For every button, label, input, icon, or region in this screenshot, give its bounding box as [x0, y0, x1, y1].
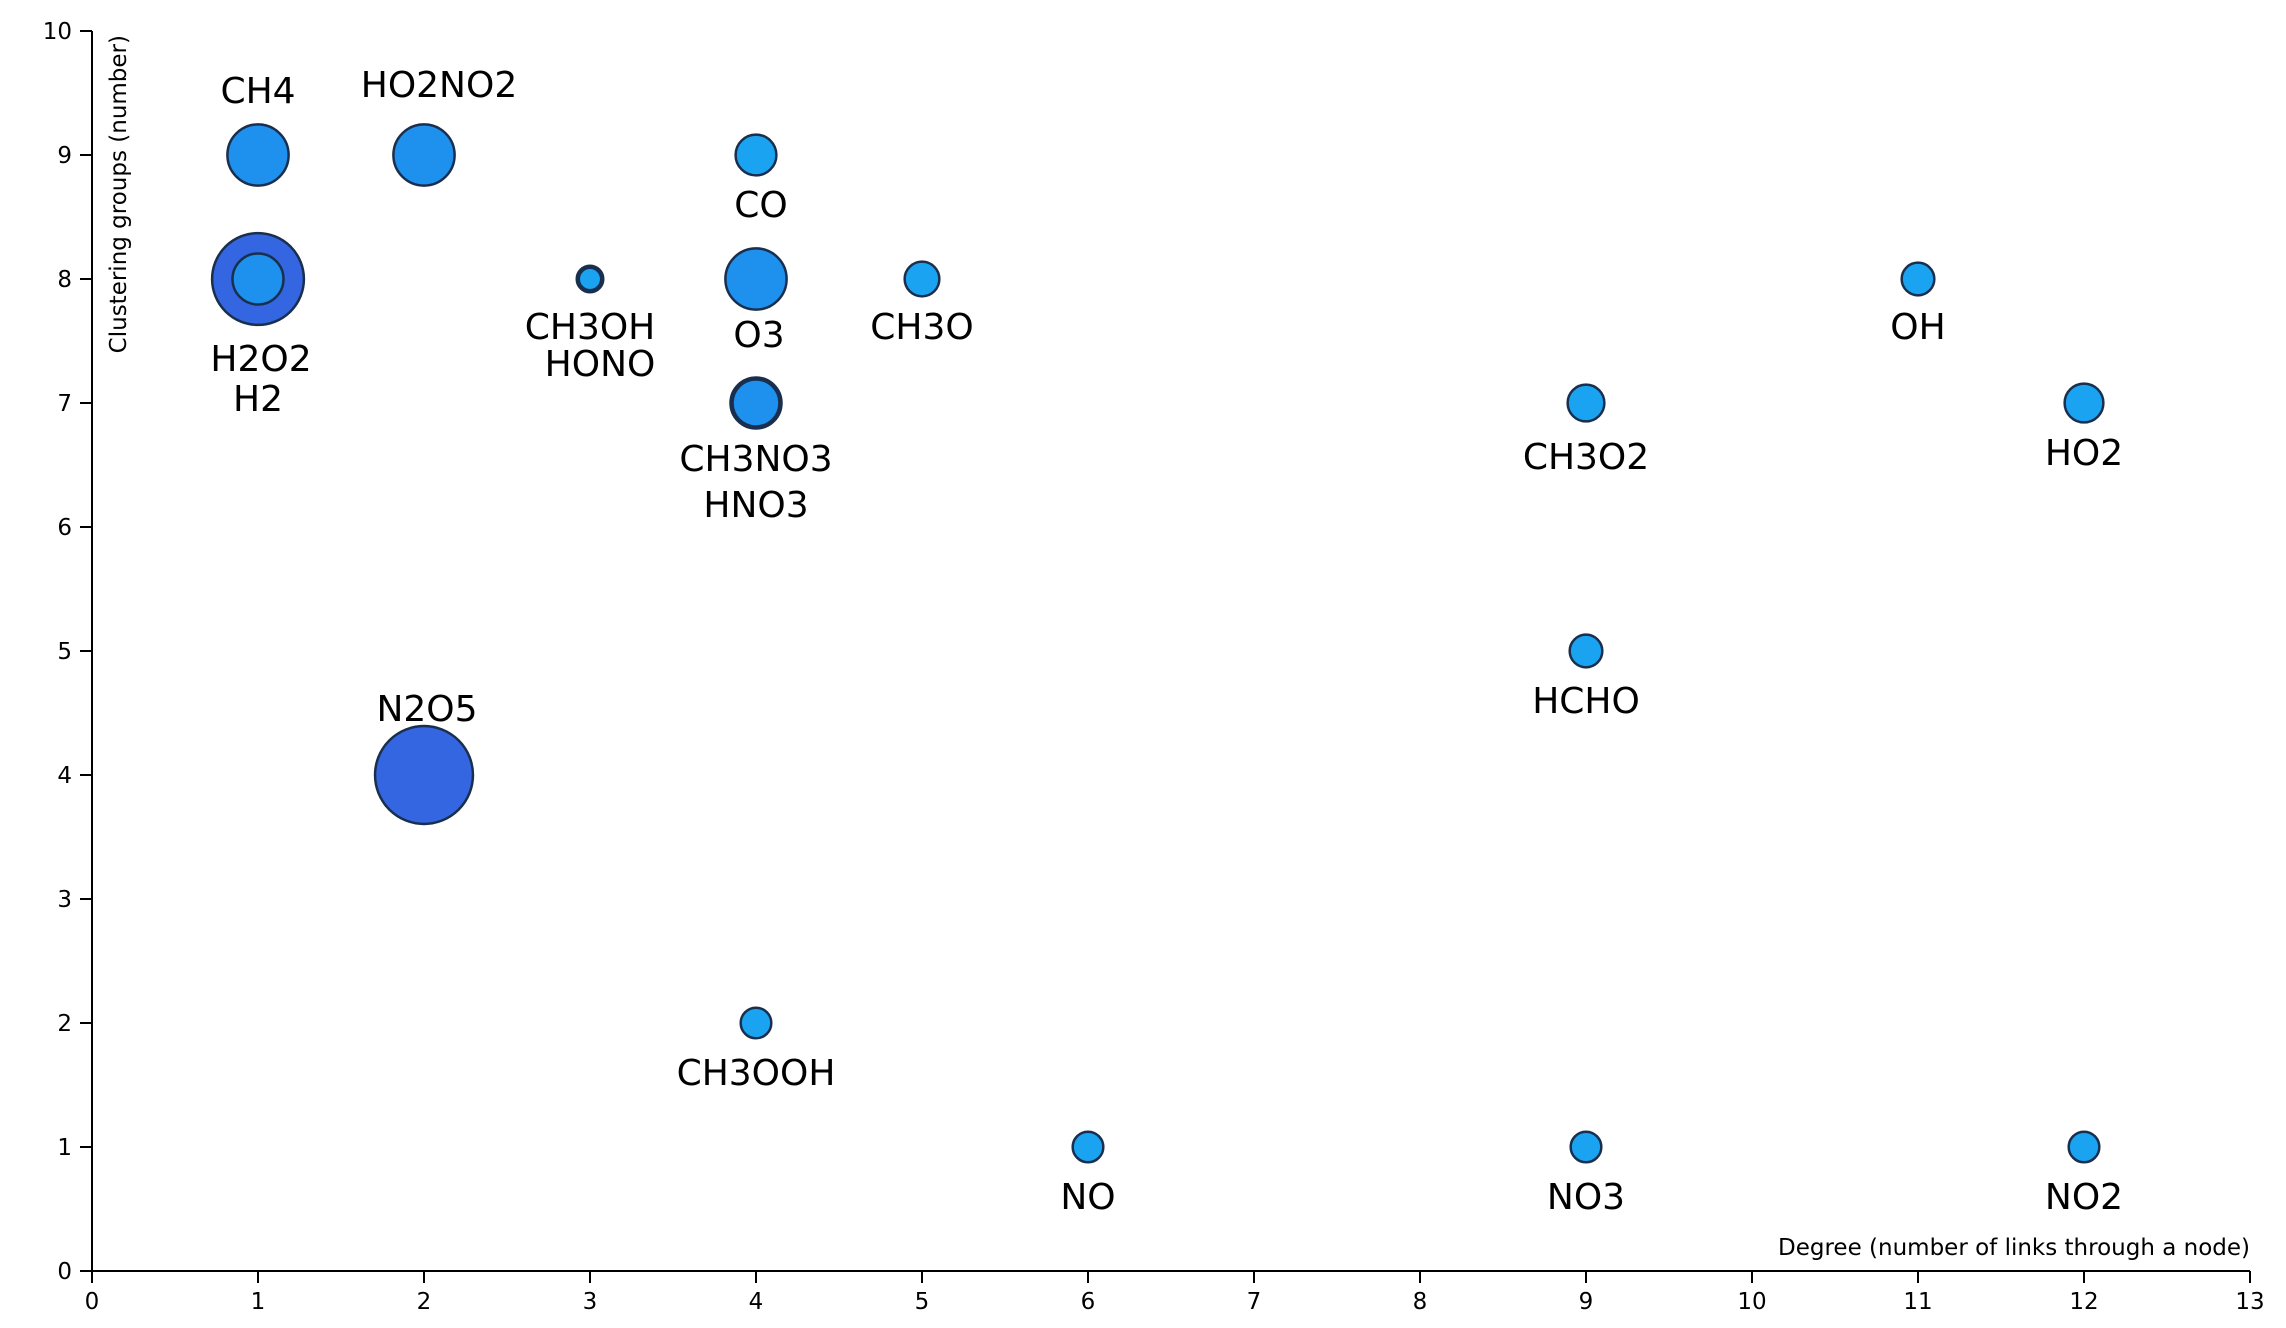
bubble-n2o5: [373, 724, 475, 826]
bubble-ch3o2: [1566, 383, 1606, 423]
point-label-no3: NO3: [1547, 1177, 1625, 1218]
x-tick-label: 3: [583, 1289, 598, 1315]
y-tick-label: 8: [57, 267, 72, 293]
y-tick-label: 3: [57, 887, 72, 913]
point-label-ho2: HO2: [2045, 433, 2123, 474]
bubble-oh: [1900, 261, 1936, 297]
bubble-hcho: [1568, 633, 1604, 669]
x-tick-label: 12: [2069, 1289, 2098, 1315]
point-label-ch3oh: CH3OH: [525, 307, 656, 348]
y-tick-label: 10: [43, 19, 72, 45]
y-tick-label: 4: [57, 763, 72, 789]
point-label-co: CO: [734, 185, 787, 226]
point-label-hcho: HCHO: [1532, 681, 1640, 722]
y-tick-label: 6: [57, 515, 72, 541]
x-tick-label: 2: [417, 1289, 432, 1315]
point-label-ch4: CH4: [220, 71, 295, 112]
y-tick-label: 7: [57, 391, 72, 417]
x-tick-label: 1: [251, 1289, 266, 1315]
point-label-o3: O3: [733, 315, 784, 356]
bubble-ho2: [2063, 382, 2105, 424]
bubble-hono: [577, 266, 603, 292]
bubble-ho2no2: [392, 123, 456, 187]
x-tick-label: 7: [1247, 1289, 1262, 1315]
bubbles: [210, 123, 2105, 1164]
bubble-ch4: [226, 123, 290, 187]
x-tick-label: 11: [1903, 1289, 1932, 1315]
bubble-hno3: [731, 378, 781, 428]
bubble-ch3ooh: [739, 1006, 773, 1040]
point-label-oh: OH: [1890, 307, 1945, 348]
point-label-n2o5: N2O5: [376, 689, 477, 730]
y-tick-label: 1: [57, 1135, 72, 1161]
point-label-ch3o: CH3O: [870, 307, 973, 348]
point-label-hno3: HNO3: [703, 485, 808, 526]
x-tick-label: 0: [85, 1289, 100, 1315]
bubble-no3: [1569, 1130, 1603, 1164]
bubble-ch3o: [903, 260, 941, 298]
x-axis-title: Degree (number of links through a node): [1778, 1235, 2250, 1261]
x-tick-label: 13: [2235, 1289, 2264, 1315]
y-tick-label: 9: [57, 143, 72, 169]
x-tick-label: 5: [915, 1289, 930, 1315]
point-label-ch3no3: CH3NO3: [679, 439, 832, 480]
x-tick-label: 8: [1413, 1289, 1428, 1315]
bubble-no: [1071, 1130, 1105, 1164]
point-label-hono: HONO: [545, 344, 656, 385]
x-tick-label: 4: [749, 1289, 764, 1315]
y-tick-label: 2: [57, 1011, 72, 1037]
point-label-ch3o2: CH3O2: [1523, 437, 1649, 478]
point-label-h2o2: H2O2: [210, 339, 311, 380]
bubble-co: [734, 133, 778, 177]
point-label-ho2no2: HO2NO2: [361, 65, 517, 106]
point-label-no2: NO2: [2045, 1177, 2123, 1218]
point-label-ch3ooh: CH3OOH: [677, 1053, 836, 1094]
x-tick-label: 9: [1579, 1289, 1594, 1315]
x-tick-label: 10: [1737, 1289, 1766, 1315]
y-tick-label: 5: [57, 639, 72, 665]
bubble-h2: [231, 252, 285, 306]
x-tick-label: 6: [1081, 1289, 1096, 1315]
y-axis-title: Clustering groups (number): [106, 35, 132, 353]
bubble-o3: [724, 247, 788, 311]
point-label-no: NO: [1060, 1177, 1115, 1218]
point-label-h2: H2: [233, 379, 283, 420]
y-tick-label: 0: [57, 1259, 72, 1285]
bubble-no2: [2067, 1130, 2101, 1164]
